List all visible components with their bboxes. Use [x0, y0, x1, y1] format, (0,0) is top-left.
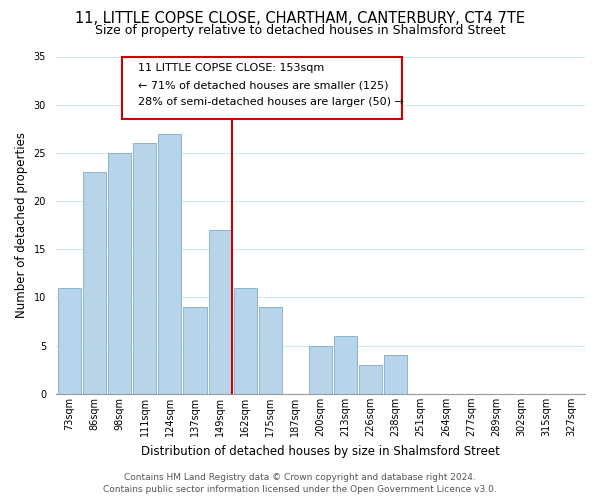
Bar — [184, 307, 206, 394]
Text: Size of property relative to detached houses in Shalmsford Street: Size of property relative to detached ho… — [95, 24, 505, 37]
Text: ← 71% of detached houses are smaller (125): ← 71% of detached houses are smaller (12… — [138, 80, 388, 90]
Bar — [158, 134, 181, 394]
Bar — [58, 288, 81, 394]
Bar — [233, 288, 257, 394]
Bar — [209, 230, 232, 394]
Text: 28% of semi-detached houses are larger (50) →: 28% of semi-detached houses are larger (… — [138, 97, 404, 107]
Bar — [334, 336, 357, 394]
Y-axis label: Number of detached properties: Number of detached properties — [15, 132, 28, 318]
Bar — [108, 153, 131, 394]
Text: 11, LITTLE COPSE CLOSE, CHARTHAM, CANTERBURY, CT4 7TE: 11, LITTLE COPSE CLOSE, CHARTHAM, CANTER… — [75, 11, 525, 26]
Text: 11 LITTLE COPSE CLOSE: 153sqm: 11 LITTLE COPSE CLOSE: 153sqm — [138, 63, 324, 73]
X-axis label: Distribution of detached houses by size in Shalmsford Street: Distribution of detached houses by size … — [141, 444, 500, 458]
Bar — [384, 356, 407, 394]
Bar — [83, 172, 106, 394]
Text: Contains HM Land Registry data © Crown copyright and database right 2024.
Contai: Contains HM Land Registry data © Crown c… — [103, 472, 497, 494]
Bar — [259, 307, 282, 394]
Bar — [309, 346, 332, 394]
Bar — [133, 144, 157, 394]
Bar — [359, 365, 382, 394]
FancyBboxPatch shape — [122, 56, 403, 119]
